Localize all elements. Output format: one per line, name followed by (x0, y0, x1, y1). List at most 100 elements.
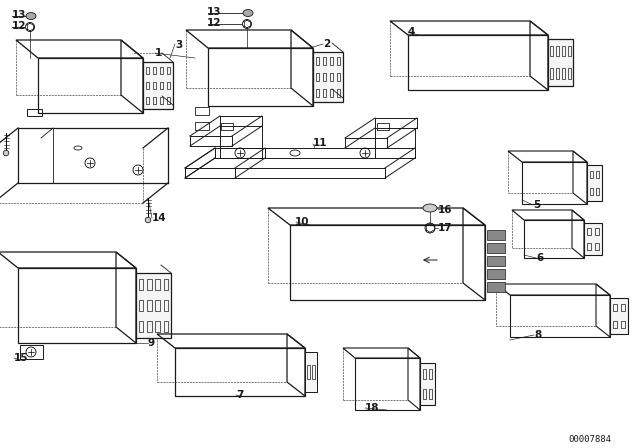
Bar (145, 97, 150, 104)
Bar (156, 279, 160, 290)
Bar (305, 352, 317, 392)
Text: 12: 12 (12, 21, 26, 31)
Bar (613, 320, 617, 328)
Text: 4: 4 (408, 27, 415, 37)
Bar (147, 300, 152, 311)
Text: 3: 3 (175, 40, 182, 50)
Bar (429, 389, 432, 399)
Bar (323, 89, 326, 97)
Circle shape (3, 150, 9, 156)
Bar (307, 366, 310, 379)
Bar (487, 256, 505, 266)
Bar (420, 363, 435, 405)
Bar (487, 230, 505, 240)
Bar (587, 228, 591, 235)
Bar (337, 73, 340, 81)
Bar (589, 171, 593, 178)
Bar (556, 46, 559, 56)
Bar (166, 67, 170, 74)
Text: 00007884: 00007884 (568, 435, 611, 444)
Ellipse shape (423, 204, 437, 212)
Bar (316, 73, 319, 81)
Text: 10: 10 (295, 217, 310, 227)
Bar (143, 62, 173, 109)
Bar (330, 57, 333, 65)
Bar (562, 69, 565, 79)
Ellipse shape (243, 9, 253, 17)
Text: 14: 14 (152, 213, 166, 223)
Bar (584, 223, 602, 255)
Bar (330, 89, 333, 97)
Bar (136, 273, 171, 338)
Text: 8: 8 (534, 330, 541, 340)
Bar (159, 67, 163, 74)
Bar (145, 67, 150, 74)
Bar (323, 57, 326, 65)
Bar (595, 228, 599, 235)
Bar (159, 97, 163, 104)
Text: 12: 12 (207, 18, 221, 28)
Bar (550, 46, 554, 56)
Bar (568, 69, 571, 79)
Text: 5: 5 (533, 200, 540, 210)
Text: 9: 9 (148, 338, 155, 348)
Bar (164, 321, 168, 332)
Bar (313, 52, 343, 102)
Bar (164, 279, 168, 290)
Bar (152, 97, 156, 104)
Bar (139, 321, 143, 332)
Bar (595, 243, 599, 250)
Bar (316, 89, 319, 97)
Bar (156, 300, 160, 311)
Text: 7: 7 (236, 390, 243, 400)
Bar (562, 46, 565, 56)
Bar (487, 243, 505, 253)
Text: 13: 13 (12, 10, 26, 20)
Ellipse shape (26, 13, 36, 20)
Bar (548, 39, 573, 86)
Circle shape (145, 217, 151, 223)
Bar (429, 369, 432, 379)
Bar (423, 369, 426, 379)
Bar (159, 82, 163, 90)
Bar (568, 46, 571, 56)
Bar (587, 243, 591, 250)
Bar (221, 123, 233, 130)
Text: 2: 2 (323, 39, 330, 49)
Bar (337, 57, 340, 65)
Bar (610, 298, 628, 334)
Bar (323, 73, 326, 81)
Bar (487, 269, 505, 279)
Bar (589, 188, 593, 195)
Bar (377, 123, 389, 130)
Bar (316, 57, 319, 65)
Bar (152, 67, 156, 74)
Bar (152, 82, 156, 90)
Text: 16: 16 (438, 205, 452, 215)
Text: 13: 13 (207, 7, 221, 17)
Bar (621, 304, 625, 311)
Bar (312, 366, 315, 379)
Text: 17: 17 (438, 223, 452, 233)
Bar (164, 300, 168, 311)
Bar (166, 97, 170, 104)
Bar (156, 321, 160, 332)
Bar (139, 300, 143, 311)
Bar (166, 82, 170, 90)
Bar (330, 73, 333, 81)
Bar (145, 82, 150, 90)
Bar (596, 188, 599, 195)
Bar (587, 165, 602, 201)
Bar (139, 279, 143, 290)
Text: 18: 18 (365, 403, 380, 413)
Bar (487, 282, 505, 292)
Bar (147, 279, 152, 290)
Bar (147, 321, 152, 332)
Bar (621, 320, 625, 328)
Text: 6: 6 (536, 253, 543, 263)
Bar (613, 304, 617, 311)
Text: 15: 15 (14, 353, 29, 363)
Bar (423, 389, 426, 399)
Bar (556, 69, 559, 79)
Bar (550, 69, 554, 79)
